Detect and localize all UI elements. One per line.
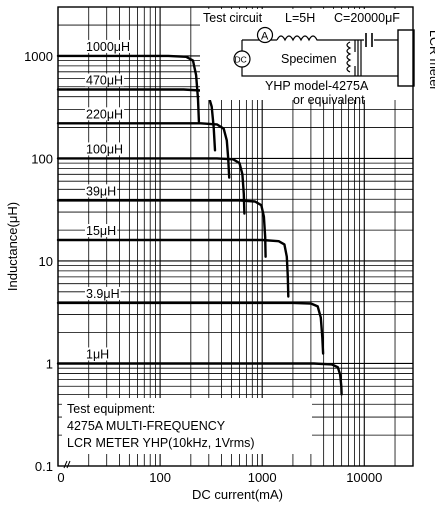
- series-line-5: [56, 238, 290, 298]
- inductor-coil-icon: [276, 35, 321, 42]
- series-line-3: [56, 157, 246, 215]
- y-tick-label: 100: [31, 151, 53, 166]
- specimen-coil-icon: [346, 40, 362, 76]
- model-line-1: YHP model-4275A: [265, 79, 369, 93]
- x-tick-label: 100: [149, 470, 171, 485]
- lcr-meter-label: LCR meter: [427, 30, 435, 90]
- series-label: 39μH: [86, 184, 116, 198]
- series-line-1: [56, 88, 217, 152]
- series-label-bg: [85, 142, 125, 156]
- series-line-4: [56, 199, 267, 258]
- test-equipment-line-1: Test equipment:: [67, 402, 155, 416]
- y-tick-label: 1000: [24, 49, 53, 64]
- x-tick-label: 1000: [248, 470, 277, 485]
- inductor-label: L=5H: [285, 11, 315, 25]
- test-equipment: Test equipment: 4275A MULTI-FREQUENCY LC…: [62, 398, 312, 454]
- series-label: 220μH: [86, 107, 123, 121]
- series-label: 3.9μH: [86, 287, 120, 301]
- y-tick-label: 1: [46, 356, 53, 371]
- test-equipment-line-3: LCR METER YHP(10kHz, 1Vrms): [67, 436, 255, 450]
- ammeter-label: A: [261, 31, 269, 43]
- capacitor-label: C=20000μF: [334, 11, 400, 25]
- series-label-bg: [85, 347, 111, 361]
- series-label-bg: [85, 39, 132, 53]
- capacitor-icon: [365, 33, 373, 47]
- series-label-bg: [85, 107, 125, 121]
- y-tick-label: 0.1: [35, 459, 53, 474]
- series-label-bg: [85, 286, 121, 300]
- series-line-0: [56, 54, 201, 123]
- y-axis-title: Inductance(μH): [5, 202, 20, 291]
- series-line-7: [56, 362, 343, 396]
- x-axis-title: DC current(mA): [192, 487, 283, 502]
- test-equipment-box: [62, 398, 312, 454]
- specimen-label: Specimen: [281, 52, 337, 66]
- test-circuit: Test circuit L=5H C=20000μF A DC Specime…: [200, 9, 435, 107]
- series-label-bg: [85, 73, 125, 87]
- plot-frame: [57, 6, 414, 467]
- curves: [56, 54, 343, 396]
- x-tick-label: 0: [57, 470, 64, 485]
- dc-source-icon: [233, 50, 251, 68]
- series-label: 100μH: [86, 142, 123, 156]
- series-label: 15μH: [86, 224, 116, 238]
- series-line-6: [56, 301, 325, 355]
- series-label: 1μH: [86, 347, 109, 361]
- series-line-2: [56, 122, 231, 179]
- series-label: 1000μH: [86, 40, 130, 54]
- dc-source-label: DC: [235, 55, 247, 65]
- x-tick-label: 10000: [346, 470, 382, 485]
- y-tick-label: 10: [39, 254, 53, 269]
- labels: 1000μH 470μH 220μH 100μH 39μH 15μH 3.9μH 1μH: [85, 39, 132, 361]
- series-label-bg: [85, 224, 118, 238]
- model-line-2: or equivalent: [293, 93, 365, 107]
- axis-break-mark: [63, 460, 71, 469]
- series-label-bg: [85, 184, 118, 198]
- series-label: 470μH: [86, 74, 123, 88]
- test-circuit-title: Test circuit: [203, 11, 263, 25]
- lcr-meter-box: [397, 29, 415, 87]
- test-equipment-line-2: 4275A MULTI-FREQUENCY: [67, 419, 226, 433]
- ammeter-icon: [256, 26, 274, 44]
